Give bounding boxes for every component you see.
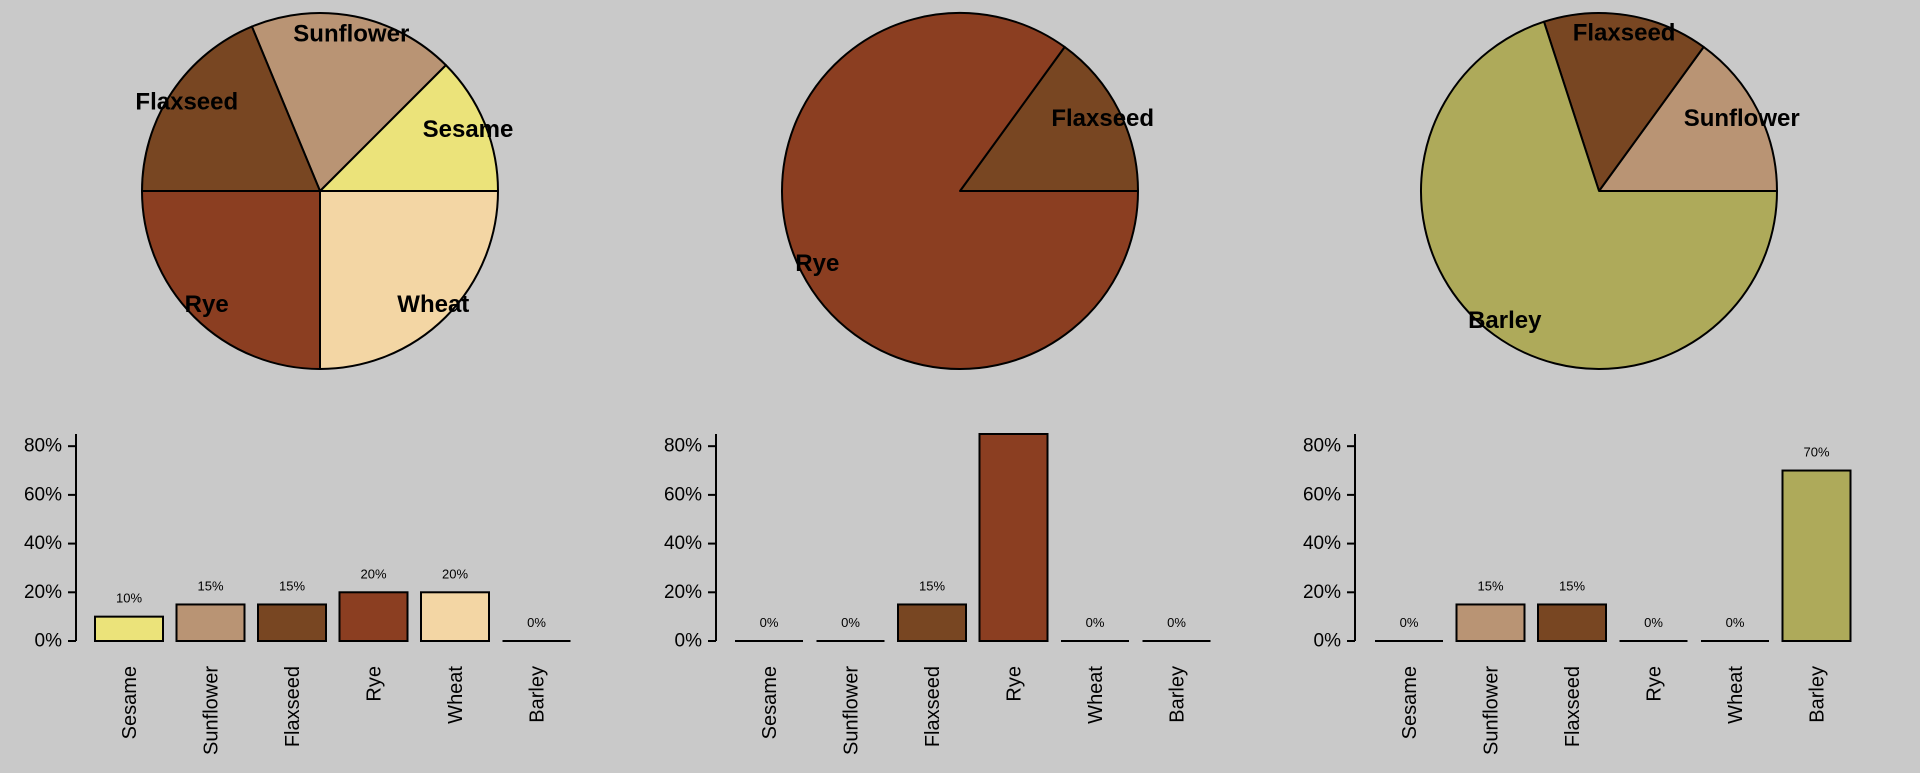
bar1-bar-sunflower	[175, 603, 246, 642]
bar2-y-tick-label: 20%	[664, 582, 702, 603]
pie1-label-sunflower: Sunflower	[293, 20, 409, 47]
bar1-y-tick-label: 0%	[35, 631, 63, 652]
pie1-slice-rye	[141, 190, 321, 370]
bar1-category-label-sesame: Sesame	[119, 666, 141, 739]
pie3-slice-flaxseed	[1542, 12, 1705, 192]
bar3-category-label-sesame: Sesame	[1399, 666, 1421, 739]
bar1-category-label-wheat: Wheat	[445, 666, 467, 724]
bar3-y-tick-label: 80%	[1303, 436, 1341, 457]
bar2-value-label-barley: 0%	[1167, 615, 1186, 630]
bar3-value-label-rye: 0%	[1644, 615, 1663, 630]
bar1-category-label-sunflower: Sunflower	[201, 666, 223, 755]
bar2-value-label-sesame: 0%	[760, 615, 779, 630]
bar2-category-label-sesame: Sesame	[759, 666, 781, 739]
bar2-bar-rye	[978, 433, 1049, 642]
pie1-label-sesame: Sesame	[423, 116, 514, 143]
bar3-category-label-flaxseed: Flaxseed	[1562, 666, 1584, 747]
bar2-value-label-wheat: 0%	[1086, 615, 1105, 630]
pie1-label-flaxseed: Flaxseed	[135, 89, 238, 116]
pie2-label-flaxseed: Flaxseed	[1051, 105, 1154, 132]
bar2-category-label-sunflower: Sunflower	[841, 666, 863, 755]
bar1-bar-flaxseed	[257, 603, 327, 642]
bar2-value-label-flaxseed: 15%	[919, 578, 945, 593]
pie2-slice-rye	[781, 11, 1139, 370]
bar1-value-label-flaxseed: 15%	[279, 578, 305, 593]
bar3-y-tick-label: 60%	[1303, 484, 1341, 505]
bar1-y-tick-label: 80%	[24, 436, 62, 457]
pie1-slice-wheat	[319, 190, 499, 370]
bar1-category-label-flaxseed: Flaxseed	[282, 666, 304, 747]
bar1-y-tick-label: 40%	[24, 533, 62, 554]
bar1-value-label-wheat: 20%	[442, 566, 468, 581]
bar2-value-label-sunflower: 0%	[841, 615, 860, 630]
bar1-value-label-sesame: 10%	[116, 591, 142, 606]
bar3-value-label-wheat: 0%	[1726, 615, 1745, 630]
pie1-label-wheat: Wheat	[397, 291, 469, 318]
bar3-category-label-sunflower: Sunflower	[1481, 666, 1503, 755]
bar2-y-tick-label: 40%	[664, 533, 702, 554]
bar1-y-tick-label: 60%	[24, 484, 62, 505]
bar2-bar-flaxseed	[897, 603, 967, 642]
bar3-value-label-barley: 70%	[1803, 445, 1829, 460]
bar1-bar-wheat	[420, 591, 490, 643]
bar1-value-label-sunflower: 15%	[197, 578, 223, 593]
pie1-slice-sunflower	[250, 12, 447, 192]
bar3-category-label-wheat: Wheat	[1725, 666, 1747, 724]
bar2-category-label-flaxseed: Flaxseed	[922, 666, 944, 747]
bar3-bar-sunflower	[1455, 603, 1526, 642]
pie2-slice-flaxseed	[959, 45, 1139, 192]
bar3-y-tick-label: 20%	[1303, 582, 1341, 603]
bar2-category-label-wheat: Wheat	[1085, 666, 1107, 724]
pie1-slice-sesame	[319, 64, 499, 192]
bar3-y-tick-label: 0%	[1314, 631, 1342, 652]
pie3-label-flaxseed: Flaxseed	[1573, 19, 1676, 46]
bar3-value-label-sunflower: 15%	[1477, 578, 1503, 593]
bar2-category-label-rye: Rye	[1004, 666, 1026, 702]
bar3-category-label-barley: Barley	[1807, 666, 1829, 723]
bar1-y-tick-label: 20%	[24, 582, 62, 603]
bar1-bar-rye	[338, 591, 409, 643]
bar3-y-tick-label: 40%	[1303, 533, 1341, 554]
pie3-label-sunflower: Sunflower	[1684, 105, 1800, 132]
bar2-y-tick-label: 60%	[664, 484, 702, 505]
pie3-slice-barley	[1420, 20, 1778, 370]
bar3-bar-barley	[1781, 469, 1852, 642]
bar1-value-label-rye: 20%	[360, 566, 386, 581]
bar1-value-label-barley: 0%	[527, 615, 546, 630]
bar3-value-label-sesame: 0%	[1400, 615, 1419, 630]
bar3-value-label-flaxseed: 15%	[1559, 578, 1585, 593]
bar2-category-label-barley: Barley	[1167, 666, 1189, 723]
pie1-slice-flaxseed	[141, 25, 321, 192]
pie3-slice-sunflower	[1598, 45, 1778, 192]
bar1-category-label-barley: Barley	[527, 666, 549, 723]
pie1-label-rye: Rye	[185, 291, 229, 318]
bar3-category-label-rye: Rye	[1644, 666, 1666, 702]
bar1-category-label-rye: Rye	[364, 666, 386, 702]
pie2-label-rye: Rye	[795, 250, 839, 277]
bar2-y-tick-label: 80%	[664, 436, 702, 457]
bar1-bar-sesame	[94, 615, 164, 642]
bar3-bar-flaxseed	[1537, 603, 1607, 642]
pie3-label-barley: Barley	[1468, 307, 1542, 334]
bar2-y-tick-label: 0%	[675, 631, 703, 652]
